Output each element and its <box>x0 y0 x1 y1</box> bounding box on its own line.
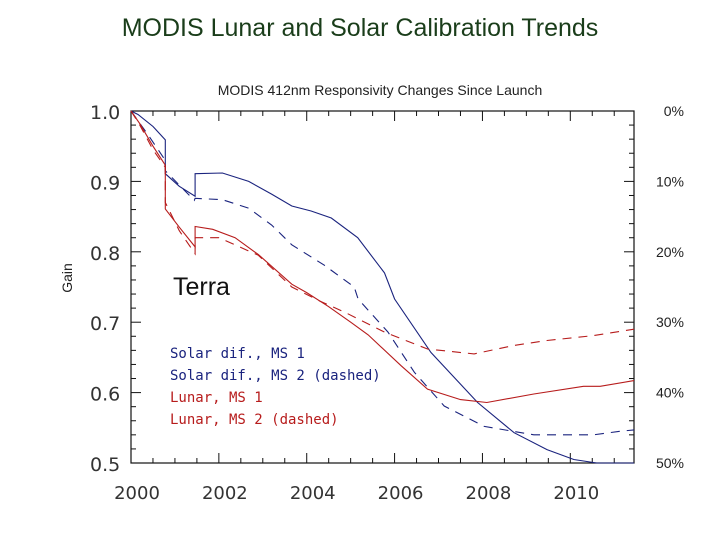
y-tick-label: 0.9 <box>90 172 120 194</box>
series-line-2 <box>130 110 635 436</box>
right-axis-label: 10% <box>656 173 684 189</box>
x-tick-label: 2010 <box>553 483 599 504</box>
legend-entry: Solar dif., MS 2 (dashed) <box>170 368 381 384</box>
y-tick-label: 0.5 <box>90 454 120 476</box>
legend-entry: Lunar, MS 1 <box>170 390 263 406</box>
x-tick-label: 2006 <box>378 483 424 504</box>
x-tick-label: 2008 <box>466 483 512 504</box>
chart-title: MODIS 412nm Responsivity Changes Since L… <box>217 82 543 98</box>
right-axis-label: 0% <box>664 103 684 119</box>
legend-entry: Solar dif., MS 1 <box>170 346 305 362</box>
plot-frame <box>130 110 635 464</box>
y-tick-label: 0.7 <box>90 313 120 335</box>
right-axis-label: 30% <box>656 314 684 330</box>
y-tick-label: 0.6 <box>90 384 120 406</box>
terra-annotation: Terra <box>173 273 230 301</box>
x-tick-label: 2004 <box>290 483 336 504</box>
legend-entry: Lunar, MS 2 (dashed) <box>170 412 339 428</box>
x-tick-label: 2000 <box>114 483 160 504</box>
x-tick-label: 2002 <box>202 483 248 504</box>
right-axis-label: 50% <box>656 455 684 471</box>
slide-title: MODIS Lunar and Solar Calibration Trends <box>121 14 599 42</box>
right-axis-label: 40% <box>656 385 684 401</box>
series-line-4 <box>130 110 635 355</box>
y-tick-label: 1.0 <box>90 102 120 124</box>
y-tick-label: 0.8 <box>90 243 120 265</box>
right-axis-label: 20% <box>656 244 684 260</box>
y-axis-label: Gain <box>59 263 75 293</box>
